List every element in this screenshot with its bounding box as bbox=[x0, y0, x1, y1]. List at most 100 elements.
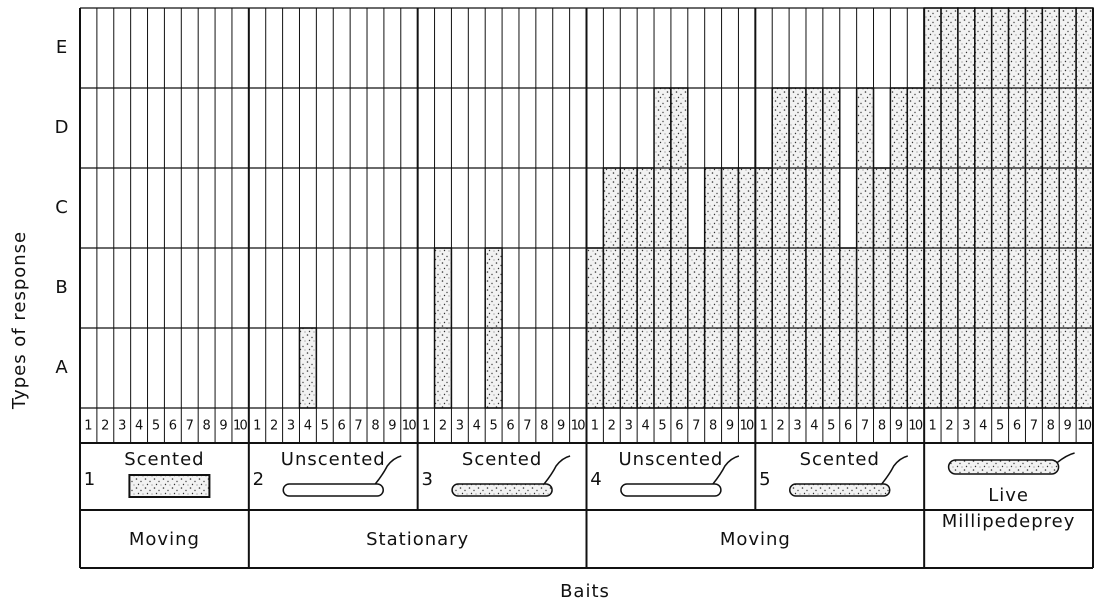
bait-number: 2 bbox=[253, 469, 265, 490]
x-tick-label: 5 bbox=[827, 419, 835, 434]
bait-icon bbox=[283, 484, 383, 496]
millipede-antenna bbox=[1057, 453, 1075, 463]
x-tick-label: 10 bbox=[1077, 419, 1092, 434]
bar bbox=[975, 8, 992, 408]
bar bbox=[755, 168, 772, 408]
bar bbox=[603, 168, 620, 408]
x-tick-label: 7 bbox=[186, 419, 194, 434]
millipede-icon bbox=[949, 460, 1059, 474]
y-tick-label: C bbox=[55, 197, 69, 218]
bar bbox=[637, 168, 654, 408]
x-tick-label: 2 bbox=[945, 419, 953, 434]
x-tick-label: 8 bbox=[540, 419, 548, 434]
bar bbox=[924, 8, 941, 408]
x-tick-label: 4 bbox=[135, 419, 143, 434]
x-tick-label: 6 bbox=[675, 419, 683, 434]
bar bbox=[1009, 8, 1026, 408]
x-tick-label: 4 bbox=[641, 419, 649, 434]
x-tick-label: 7 bbox=[861, 419, 869, 434]
bar bbox=[1076, 8, 1093, 408]
bar bbox=[992, 8, 1009, 408]
x-tick-label: 10 bbox=[908, 419, 923, 434]
y-tick-label: B bbox=[55, 277, 68, 298]
x-tick-label: 1 bbox=[591, 419, 599, 434]
bait-icon bbox=[790, 484, 890, 496]
x-tick-label: 3 bbox=[962, 419, 970, 434]
x-tick-label: 3 bbox=[118, 419, 126, 434]
y-tick-label: D bbox=[55, 117, 70, 138]
x-tick-label: 8 bbox=[709, 419, 717, 434]
x-tick-label: 4 bbox=[810, 419, 818, 434]
bar bbox=[958, 8, 975, 408]
bar bbox=[874, 168, 891, 408]
bait-icon bbox=[621, 484, 721, 496]
mode-label: Moving bbox=[129, 529, 200, 550]
x-tick-label: 1 bbox=[253, 419, 261, 434]
bait-number: 5 bbox=[759, 469, 771, 490]
bait-label: Scented bbox=[124, 449, 204, 470]
x-tick-label: 5 bbox=[658, 419, 666, 434]
bar bbox=[299, 328, 316, 408]
x-tick-label: 4 bbox=[979, 419, 987, 434]
x-tick-label: 6 bbox=[338, 419, 346, 434]
x-tick-label: 3 bbox=[793, 419, 801, 434]
bait-string bbox=[882, 456, 908, 484]
x-tick-label: 2 bbox=[777, 419, 785, 434]
x-tick-label: 9 bbox=[1064, 419, 1072, 434]
x-tick-label: 8 bbox=[1047, 419, 1055, 434]
bait-string bbox=[544, 456, 570, 484]
x-tick-label: 9 bbox=[219, 419, 227, 434]
x-tick-label: 8 bbox=[878, 419, 886, 434]
bait-number: 1 bbox=[84, 469, 96, 490]
bait-label: Scented bbox=[462, 449, 542, 470]
x-tick-label: 3 bbox=[456, 419, 464, 434]
x-tick-label: 9 bbox=[726, 419, 734, 434]
x-tick-label: 7 bbox=[1030, 419, 1038, 434]
bar bbox=[722, 168, 739, 408]
bar bbox=[1025, 8, 1042, 408]
mode-label: Stationary bbox=[366, 529, 469, 550]
x-axis-title: Baits bbox=[560, 581, 610, 602]
x-tick-label: 6 bbox=[844, 419, 852, 434]
x-tick-label: 5 bbox=[321, 419, 329, 434]
x-tick-label: 6 bbox=[169, 419, 177, 434]
bar bbox=[705, 168, 722, 408]
x-tick-label: 2 bbox=[270, 419, 278, 434]
chart: Types of response Baits ABCDE12345678910… bbox=[0, 0, 1097, 605]
x-tick-label: 1 bbox=[84, 419, 92, 434]
y-axis-title: Types of response bbox=[9, 231, 30, 410]
x-tick-label: 7 bbox=[523, 419, 531, 434]
bait-number: 4 bbox=[590, 469, 602, 490]
bait-label: Unscented bbox=[281, 449, 386, 470]
mode-label: Moving bbox=[720, 529, 791, 550]
x-tick-label: 5 bbox=[996, 419, 1004, 434]
x-tick-label: 2 bbox=[608, 419, 616, 434]
x-tick-label: 10 bbox=[402, 419, 417, 434]
x-tick-label: 4 bbox=[304, 419, 312, 434]
bait-icon bbox=[452, 484, 552, 496]
x-tick-label: 1 bbox=[422, 419, 430, 434]
bar bbox=[620, 168, 637, 408]
x-tick-label: 2 bbox=[439, 419, 447, 434]
x-tick-label: 5 bbox=[152, 419, 160, 434]
x-tick-label: 9 bbox=[388, 419, 396, 434]
bar bbox=[1059, 8, 1076, 408]
x-tick-label: 10 bbox=[739, 419, 754, 434]
x-tick-label: 6 bbox=[506, 419, 514, 434]
x-tick-label: 9 bbox=[557, 419, 565, 434]
x-tick-label: 9 bbox=[895, 419, 903, 434]
x-tick-label: 6 bbox=[1013, 419, 1021, 434]
x-tick-label: 10 bbox=[233, 419, 248, 434]
x-tick-label: 8 bbox=[202, 419, 210, 434]
bar bbox=[738, 168, 755, 408]
x-tick-label: 10 bbox=[571, 419, 586, 434]
x-tick-label: 1 bbox=[928, 419, 936, 434]
y-tick-label: E bbox=[56, 37, 68, 58]
bait-icon bbox=[129, 475, 209, 497]
x-tick-label: 4 bbox=[473, 419, 481, 434]
x-tick-label: 7 bbox=[354, 419, 362, 434]
y-tick-label: A bbox=[55, 357, 68, 378]
x-tick-label: 3 bbox=[287, 419, 295, 434]
x-tick-label: 8 bbox=[371, 419, 379, 434]
bait-label: Unscented bbox=[618, 449, 723, 470]
